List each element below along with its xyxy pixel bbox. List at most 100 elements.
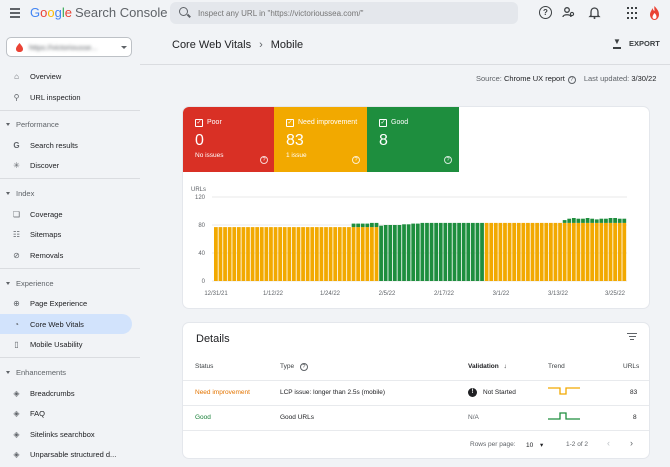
x-tick-label: 1/12/22 [263,291,284,297]
bar-need-improvement [374,227,379,281]
bar-need-improvement [296,227,301,281]
column-trend: Trend [548,363,565,370]
notifications-icon[interactable] [588,6,601,19]
bar-good [590,218,595,223]
sidebar-item-sitemaps[interactable]: ☷ Sitemaps [12,229,62,239]
bar-need-improvement [227,227,232,281]
sidebar-item-mobile-usability[interactable]: ▯ Mobile Usability [0,334,132,354]
trend-sparkline [548,387,580,395]
bar-need-improvement [310,227,315,281]
help-icon[interactable]: ? [260,156,268,164]
sidebar-item-overview[interactable]: ⌂ Overview [0,66,132,86]
bar-need-improvement [255,227,260,281]
help-icon[interactable]: ? [567,76,576,84]
previous-page-icon[interactable]: ‹ [607,438,610,448]
bar-need-improvement [567,222,572,281]
url-inspect-search[interactable] [170,2,518,24]
apps-grid-icon[interactable] [625,6,638,19]
sidebar-item-coverage[interactable]: ❏ Coverage [12,209,63,219]
section-experience[interactable]: Experience [6,279,54,288]
section-index[interactable]: Index [6,189,34,198]
bar-need-improvement [503,222,507,281]
divider [183,380,649,381]
chevron-down-icon: ▾ [540,442,544,449]
bar-good [365,223,370,228]
x-tick-label: 3/13/22 [548,291,569,297]
column-urls[interactable]: URLs [623,363,640,370]
sidebar-item-faq[interactable]: ◈ FAQ [13,408,46,418]
bar-need-improvement [324,227,328,281]
section-enhancements[interactable]: Enhancements [6,368,66,377]
bar-good [461,222,466,281]
row-urls: 8 [633,414,637,421]
divider [140,64,670,65]
checkbox-checked-icon[interactable]: ✓ [379,119,387,127]
sidebar: https://victoriousse... ⌂ Overview ⚲ URL i… [0,27,140,467]
page-title: Mobile [270,39,304,51]
bar-need-improvement [301,227,305,281]
filter-icon[interactable] [627,333,637,341]
bar-need-improvement [585,222,590,281]
bar-good [429,222,434,281]
search-input[interactable] [198,5,498,21]
bar-good [434,222,439,281]
help-icon[interactable]: ? [444,156,452,164]
sidebar-item-sitelinks-searchbox[interactable]: ◈ Sitelinks searchbox [13,429,95,439]
account-avatar-icon[interactable] [650,6,659,20]
next-page-icon[interactable]: › [630,438,633,448]
sidebar-item-breadcrumbs[interactable]: ◈ Breadcrumbs [13,388,75,398]
checkbox-checked-icon[interactable]: ✓ [286,119,294,127]
chevron-down-icon [6,123,10,126]
bar-good [576,218,581,223]
not-started-icon: ! [468,388,477,397]
column-type[interactable]: Type ? [280,363,308,371]
x-tick-label: 2/17/22 [434,291,455,297]
report-meta: Source: Chrome UX report? Last updated: 3… [476,74,657,84]
chevron-right-icon: › [259,39,263,51]
bar-need-improvement [333,227,338,281]
y-tick-label: 40 [198,251,205,257]
good-count: 8 [379,132,388,149]
good-tile[interactable]: ✓ Good 8 ? [367,107,459,172]
section-performance[interactable]: Performance [6,120,59,129]
property-selector[interactable]: https://victoriousse... [6,37,132,57]
poor-tile[interactable]: ✓ Poor 0 No issues ? [183,107,274,172]
coverage-icon: ❏ [12,209,21,219]
manage-users-icon[interactable] [562,6,575,19]
rows-per-page-select[interactable]: 10 ▾ [526,442,544,449]
bar-good [617,218,622,223]
divider [0,268,140,269]
help-icon[interactable]: ? [352,156,360,164]
checkbox-checked-icon[interactable]: ✓ [195,119,203,127]
asterisk-icon: ✳ [13,160,20,170]
help-icon[interactable]: ? [299,363,308,371]
bar-need-improvement [347,227,351,281]
app-logo[interactable]: Google Search Console [30,5,168,20]
sidebar-item-search-results[interactable]: G Search results [13,140,78,150]
export-button[interactable]: EXPORT [613,37,660,49]
need-improvement-tile[interactable]: ✓ Need improvement 83 1 issue ? [274,107,367,172]
product-name: Search Console [74,5,168,20]
bar-good [438,222,443,281]
menu-icon[interactable] [10,8,20,18]
source-value: Chrome UX report [503,74,565,83]
bar-need-improvement [314,227,319,281]
bar-need-improvement [351,227,356,281]
bar-good [562,220,567,223]
column-validation[interactable]: Validation ↓ [468,363,507,370]
sidebar-item-core-web-vitals[interactable]: ◔ Core Web Vitals [0,314,132,334]
sitemap-icon: ☷ [12,229,21,239]
sidebar-item-removals[interactable]: ⊘ Removals [13,250,64,260]
sidebar-item-discover[interactable]: ✳ Discover [13,160,60,170]
column-status[interactable]: Status [195,363,214,370]
bar-need-improvement [498,222,503,281]
breadcrumb-parent[interactable]: Core Web Vitals [172,39,252,51]
bar-need-improvement [512,222,517,281]
sidebar-item-url-inspection[interactable]: ⚲ URL inspection [13,92,81,102]
sidebar-item-unparsable-structured-data[interactable]: ◈ Unparsable structured d... [13,449,117,459]
sidebar-item-page-experience[interactable]: ⊕ Page Experience [13,298,88,308]
help-icon[interactable]: ? [539,6,552,19]
bar-good [383,225,388,281]
bar-need-improvement [319,227,324,281]
chevron-down-icon [121,46,127,49]
